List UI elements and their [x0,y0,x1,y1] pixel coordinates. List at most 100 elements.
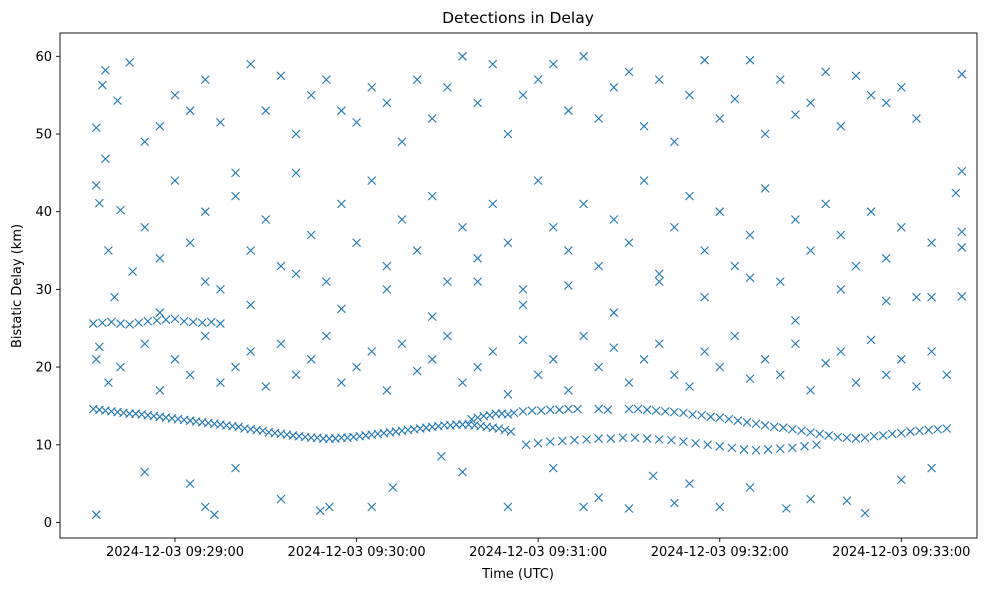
data-point [473,98,483,108]
data-point [545,437,555,447]
data-point [730,94,740,104]
data-point [745,55,755,65]
data-point [912,382,921,391]
data-point [669,498,679,508]
data-point [836,230,846,240]
data-point [231,191,240,201]
data-point [606,434,616,443]
data-point [521,440,531,450]
data-point [209,510,219,520]
data-point [654,434,664,444]
data-point [564,246,573,255]
data-point [669,137,679,147]
data-point [594,493,604,502]
data-point [821,67,831,77]
data-point [367,176,377,186]
data-point [427,312,437,321]
data-point [851,378,861,388]
data-point [152,316,162,325]
data-point [733,416,743,426]
data-point [869,431,879,441]
x-tick-label: 2024-12-03 09:33:00 [832,545,970,560]
x-tick-label: 2024-12-03 09:30:00 [288,545,426,560]
data-point [473,362,483,372]
data-point [261,215,271,224]
data-point [642,405,652,415]
data-point [927,347,936,356]
data-point [639,354,649,364]
data-point [352,117,361,127]
data-point [727,443,737,453]
data-point [125,58,134,67]
data-point [685,479,694,489]
y-tick-label: 40 [35,205,52,220]
data-point [896,428,906,438]
data-point [170,176,180,186]
data-point [458,378,467,388]
data-point [503,238,513,248]
data-point [745,273,755,283]
data-point [851,71,861,81]
data-point [276,261,286,271]
data-point [751,445,761,455]
data-point [518,284,528,294]
data-point [739,445,749,454]
data-point [812,440,821,450]
data-point [651,406,661,415]
data-point [315,506,325,516]
data-point [957,243,967,252]
data-point [352,238,361,248]
data-point [760,129,770,139]
data-point [836,347,846,356]
data-point [791,110,800,119]
data-point [715,441,725,451]
data-point [860,508,870,518]
data-point [594,114,604,123]
data-point [91,510,101,520]
data-point [788,424,797,434]
data-point [579,331,588,341]
data-point [624,238,634,248]
data-point [881,98,891,108]
data-point [806,385,815,395]
data-point [324,502,334,512]
data-point [458,51,467,61]
data-point [382,261,392,271]
data-point [125,319,134,329]
data-point [200,277,210,287]
data-point [866,207,876,217]
data-point [291,370,301,380]
data-point [697,410,706,420]
data-point [927,292,936,302]
data-point [494,424,504,433]
data-point [548,222,558,232]
data-point [806,246,815,255]
data-point [185,238,195,248]
data-point [800,441,809,451]
data-point [442,82,452,92]
y-axis-ticks: 0 10 20 30 40 50 60 [35,50,60,531]
data-point [881,370,891,380]
data-point [842,433,852,443]
data-point [128,267,138,276]
data-point [458,222,467,232]
data-point [573,404,582,414]
data-point [337,378,346,388]
data-point [231,463,240,473]
data-point [715,502,725,512]
data-point [715,362,725,372]
data-point [427,354,437,364]
data-point [685,382,694,391]
data-point [473,253,483,263]
data-point [594,404,604,414]
data-point [851,261,861,271]
data-point [609,82,619,92]
data-point [836,284,846,294]
data-point [700,246,710,255]
data-point [548,59,558,69]
data-point [185,370,195,380]
data-point [745,483,755,492]
data-point [691,438,700,448]
data-point [564,106,573,116]
data-point [503,410,513,419]
